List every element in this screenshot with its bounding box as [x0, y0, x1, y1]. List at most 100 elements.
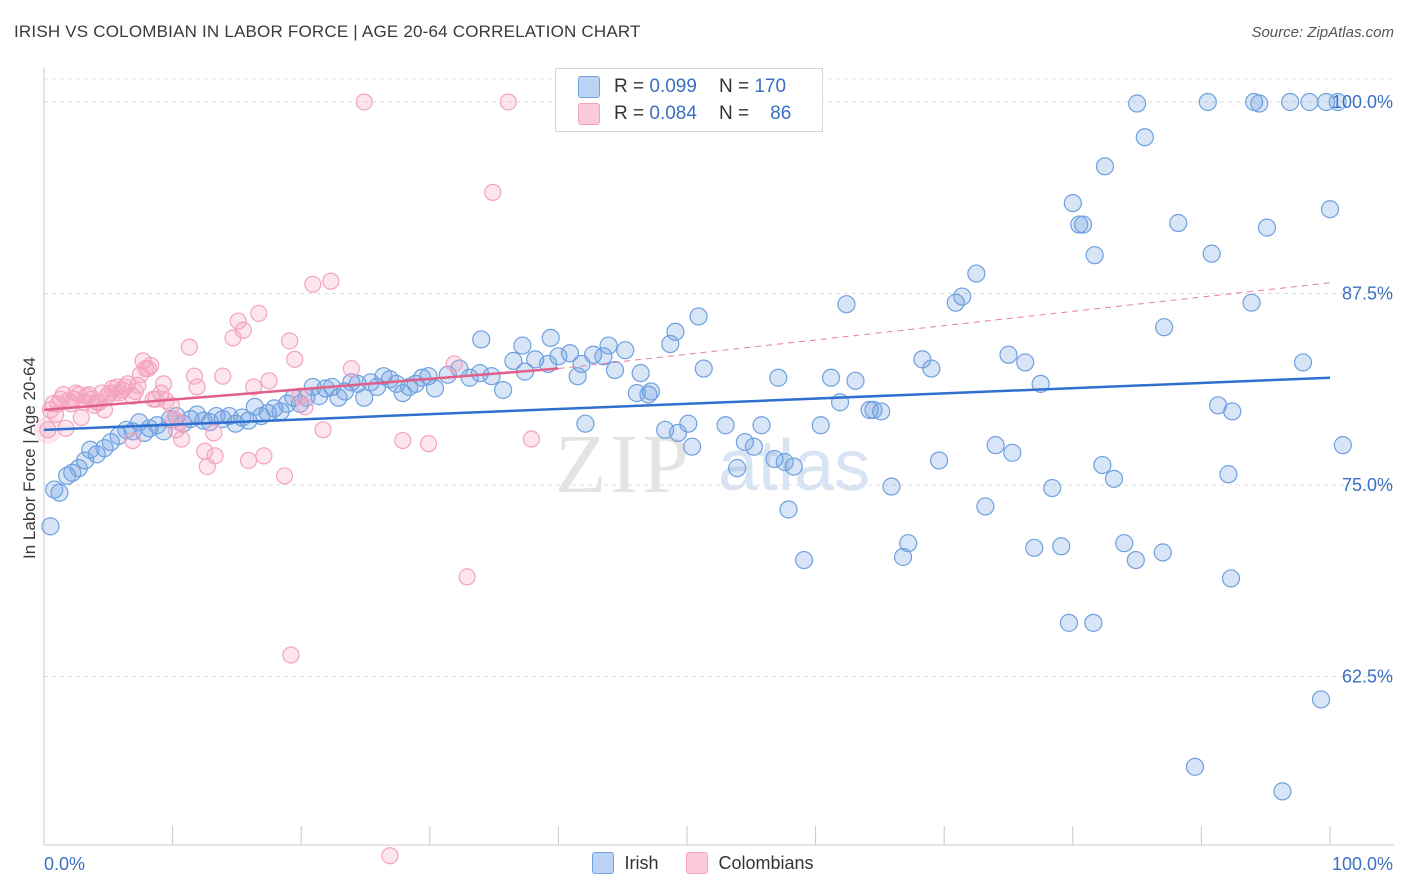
colombian-point	[245, 378, 263, 396]
y-tick-label: 100.0%	[1332, 92, 1393, 112]
colombian-point	[124, 431, 142, 450]
irish-point	[779, 500, 798, 519]
colombian-point	[322, 272, 340, 290]
colombian-point	[394, 431, 412, 450]
legend-item-irish: Irish	[592, 852, 658, 874]
irish-point	[666, 322, 685, 341]
irish-point	[1127, 94, 1147, 113]
colombian-point	[286, 350, 304, 368]
irish-point	[775, 452, 794, 472]
colombian-point	[304, 275, 322, 293]
irish-legend-label: Irish	[624, 852, 659, 873]
colombian-point	[72, 408, 90, 427]
irish-point	[1003, 443, 1022, 462]
irish-point	[999, 345, 1018, 364]
irish-point	[616, 341, 635, 360]
y-axis-label: In Labor Force | Age 20-64	[20, 357, 39, 559]
legend-n-label: N =	[718, 103, 750, 124]
irish-point	[683, 437, 702, 456]
trend-lines	[43, 282, 1331, 432]
irish-point	[735, 432, 754, 452]
irish-point	[1025, 538, 1044, 557]
irish-point	[689, 307, 708, 326]
colombian-point	[188, 378, 206, 396]
irish-point	[1085, 246, 1104, 265]
irish-point	[860, 400, 879, 420]
irish-point	[1095, 157, 1115, 176]
irish-point	[41, 517, 60, 536]
colombian-point	[154, 375, 173, 393]
colombian-point	[499, 93, 517, 111]
y-tick-labels: 62.5% 75.0% 87.5% 100.0%	[1332, 92, 1393, 686]
irish-point	[769, 368, 788, 387]
colombian-point	[522, 430, 540, 448]
colombian-point	[129, 376, 147, 394]
colombian-point	[355, 93, 373, 111]
y-tick-label: 75.0%	[1342, 475, 1393, 495]
irish-point	[1052, 537, 1071, 556]
x-tick-labels: 0.0% 100.0%	[44, 854, 1393, 874]
irish-point	[794, 550, 814, 570]
irish-point	[728, 459, 747, 478]
colombian-point	[234, 321, 252, 339]
colombian-point	[214, 367, 232, 385]
irish-point	[504, 351, 523, 370]
irish-point	[744, 437, 763, 456]
irish-point	[63, 463, 82, 482]
colombian-point	[142, 356, 160, 375]
irish-point	[1202, 244, 1221, 263]
colombian-point	[282, 646, 300, 664]
legend-n-value: 86	[770, 103, 792, 124]
colombian-point	[484, 183, 502, 201]
legend-r-value: 0.099	[649, 76, 697, 97]
y-tick-label: 62.5%	[1342, 666, 1393, 686]
irish-point	[1104, 469, 1124, 488]
irish-point	[765, 449, 784, 469]
irish-point	[967, 264, 986, 283]
legend-n-label: N =	[718, 76, 750, 97]
irish-point	[472, 330, 491, 349]
colombian-point	[205, 424, 223, 442]
irish-point	[76, 451, 95, 470]
irish-swatch	[578, 76, 600, 98]
legend-row-colombians: R = 0.084 N = 86	[578, 101, 791, 127]
irish-point	[45, 480, 64, 499]
irish-point	[549, 347, 568, 366]
legend-row-irish: R = 0.099 N = 170	[578, 74, 786, 100]
irish-point	[1070, 215, 1089, 234]
irish-point	[784, 457, 803, 476]
irish-point	[716, 416, 735, 435]
irish-point	[627, 383, 646, 403]
irish-point	[1093, 455, 1112, 475]
colombian-points	[33, 93, 540, 865]
colombian-point	[185, 367, 204, 385]
irish-point	[1221, 569, 1241, 588]
colombians-swatch	[578, 103, 600, 125]
legend-n-value: 170	[754, 76, 787, 97]
colombian-point	[381, 847, 399, 865]
irish-point	[1115, 534, 1134, 553]
colombian-point	[342, 359, 360, 378]
irish-point	[1257, 218, 1277, 237]
irish-point	[1153, 543, 1172, 562]
irish-point	[1300, 92, 1319, 112]
colombian-point	[275, 467, 294, 485]
irish-point	[1320, 200, 1340, 219]
colombian-point	[296, 398, 314, 416]
colombian-point	[255, 447, 273, 465]
irish-point	[1135, 128, 1154, 147]
irish-point	[1198, 92, 1217, 112]
colombian-point	[124, 387, 142, 405]
irish-point	[576, 414, 595, 433]
colombian-point	[180, 338, 198, 356]
irish-point	[355, 388, 374, 407]
x-tick-label: 100.0%	[1332, 854, 1393, 874]
source-label: Source: ZipAtlas.com	[1251, 24, 1394, 41]
irish-point	[1155, 318, 1174, 337]
irish-point	[668, 423, 688, 442]
y-tick-label: 87.5%	[1342, 283, 1393, 303]
colombian-point	[250, 304, 268, 322]
irish-point	[605, 360, 625, 380]
irish-point	[425, 379, 445, 398]
colombian-point	[445, 355, 463, 373]
